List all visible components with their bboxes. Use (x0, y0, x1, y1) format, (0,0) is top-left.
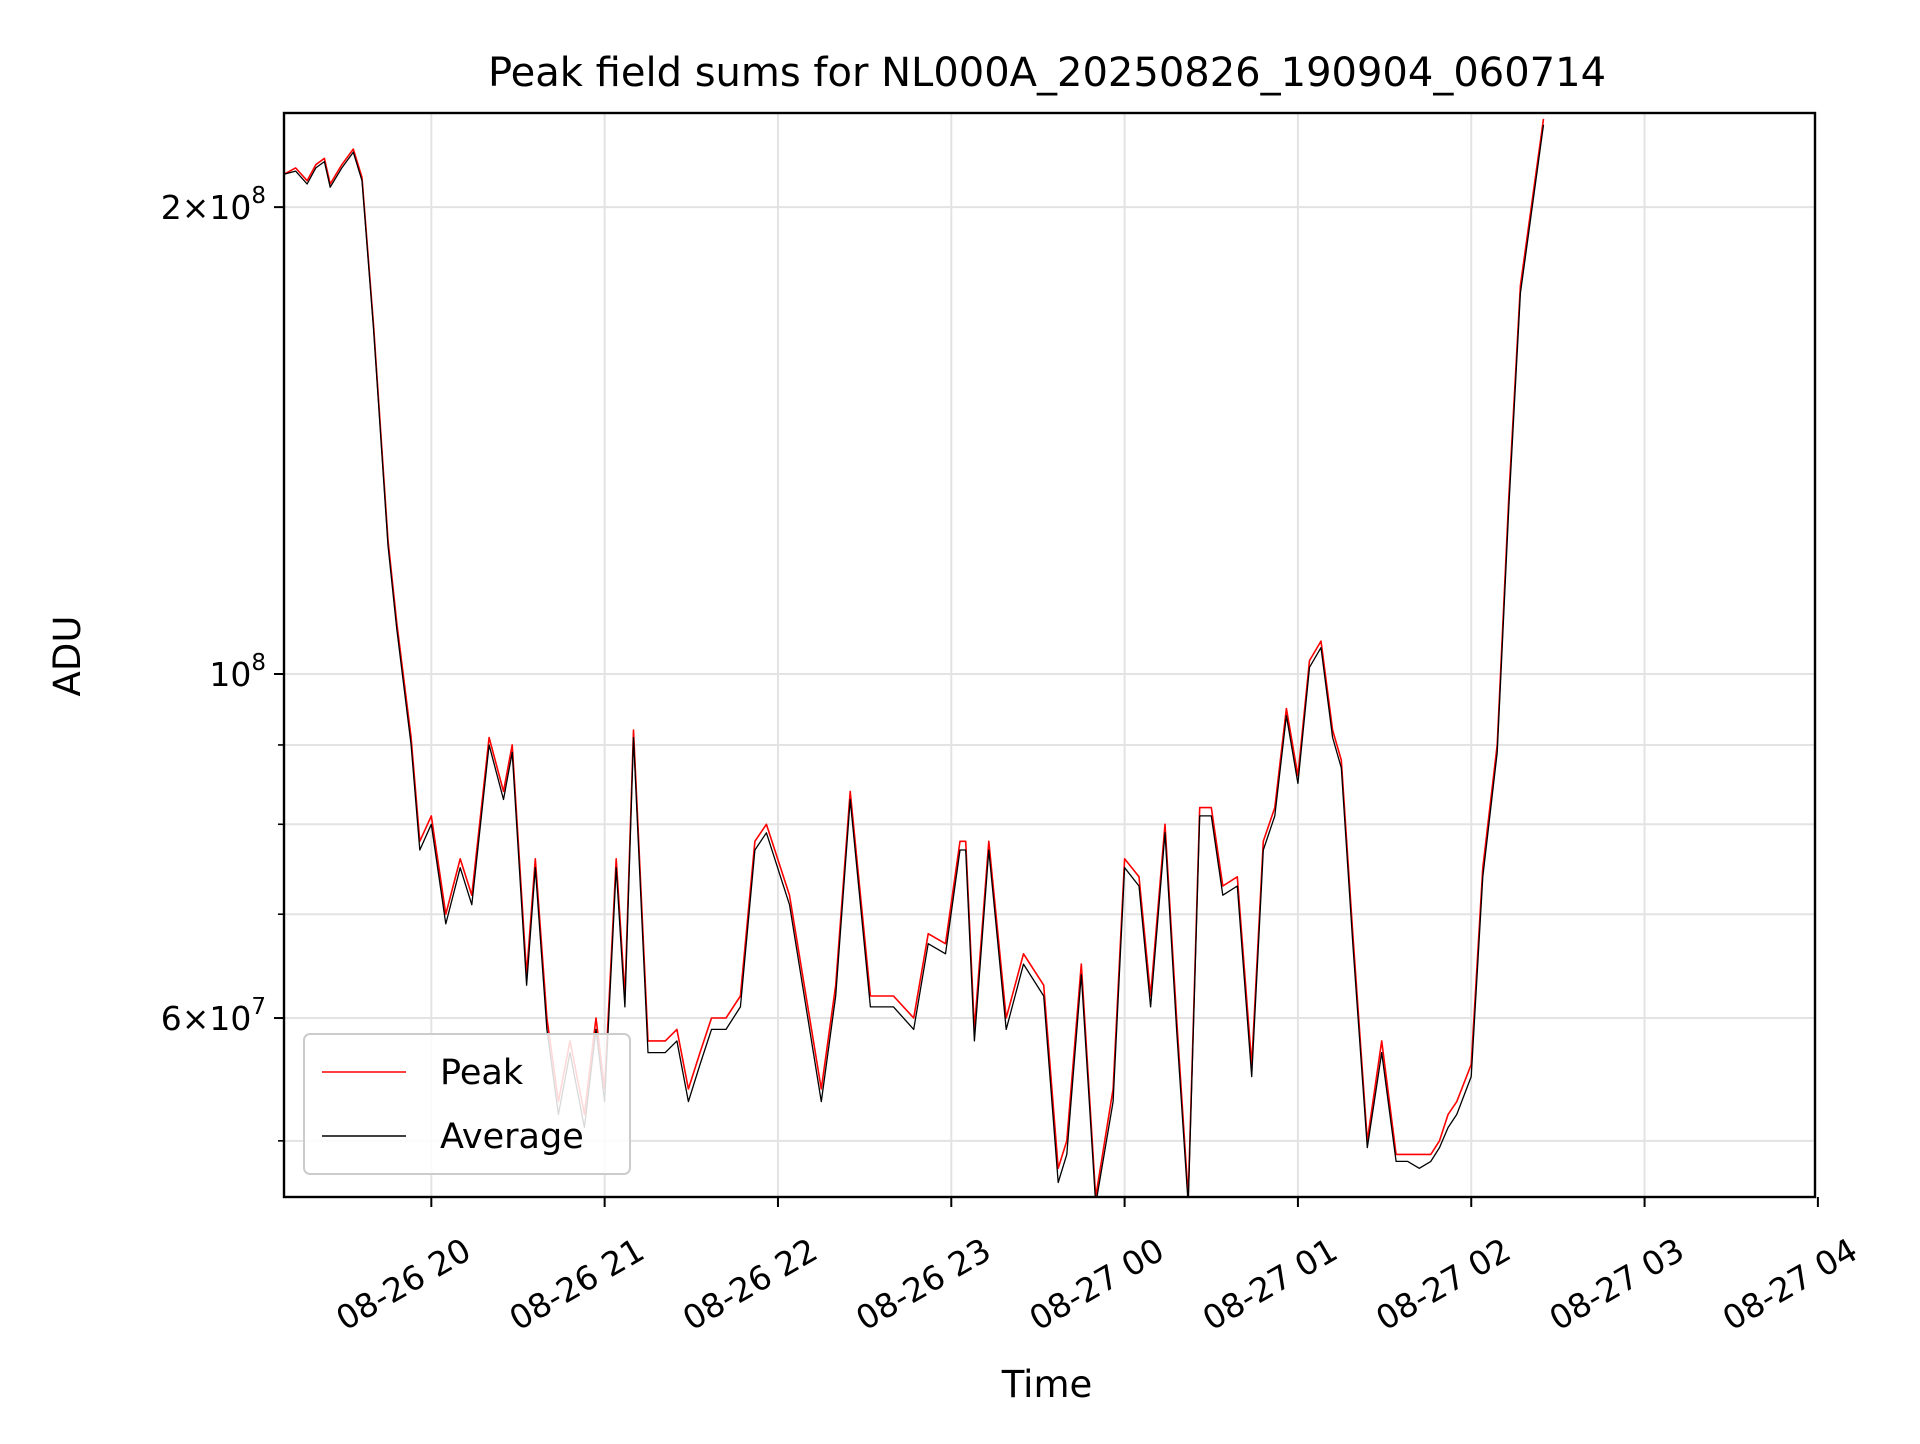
x-tick-label: 08-27 04 (1716, 1230, 1864, 1338)
x-tick-label: 08-27 01 (1196, 1230, 1344, 1338)
x-tick-label: 08-27 02 (1369, 1230, 1517, 1338)
series-line-average (284, 124, 1545, 1197)
legend-box (303, 1033, 631, 1175)
x-axis-label: Time (1001, 1363, 1093, 1406)
y-tick-label: 108 (209, 650, 266, 694)
x-tick-label: 08-27 00 (1023, 1230, 1171, 1338)
x-tick-label: 08-26 23 (849, 1230, 997, 1338)
y-tick-label: 6×107 (161, 994, 266, 1038)
series-layer (284, 118, 1545, 1197)
legend-label-average: Average (440, 1117, 584, 1157)
x-tick-label: 08-26 22 (676, 1230, 824, 1338)
x-tick-label: 08-26 21 (503, 1230, 651, 1338)
plot-frame (282, 111, 1817, 1199)
legend: Peak Average (303, 1033, 631, 1175)
series-line-peak (284, 118, 1545, 1197)
y-axis-label: ADU (46, 616, 89, 697)
chart-title: Peak field sums for NL000A_20250826_1909… (488, 50, 1606, 96)
x-tick-label: 08-27 03 (1543, 1230, 1691, 1338)
y-tick-label: 2×108 (161, 183, 266, 227)
legend-label-peak: Peak (440, 1053, 524, 1093)
x-tick-label: 08-26 20 (329, 1230, 477, 1338)
grid-layer (284, 113, 1815, 1197)
